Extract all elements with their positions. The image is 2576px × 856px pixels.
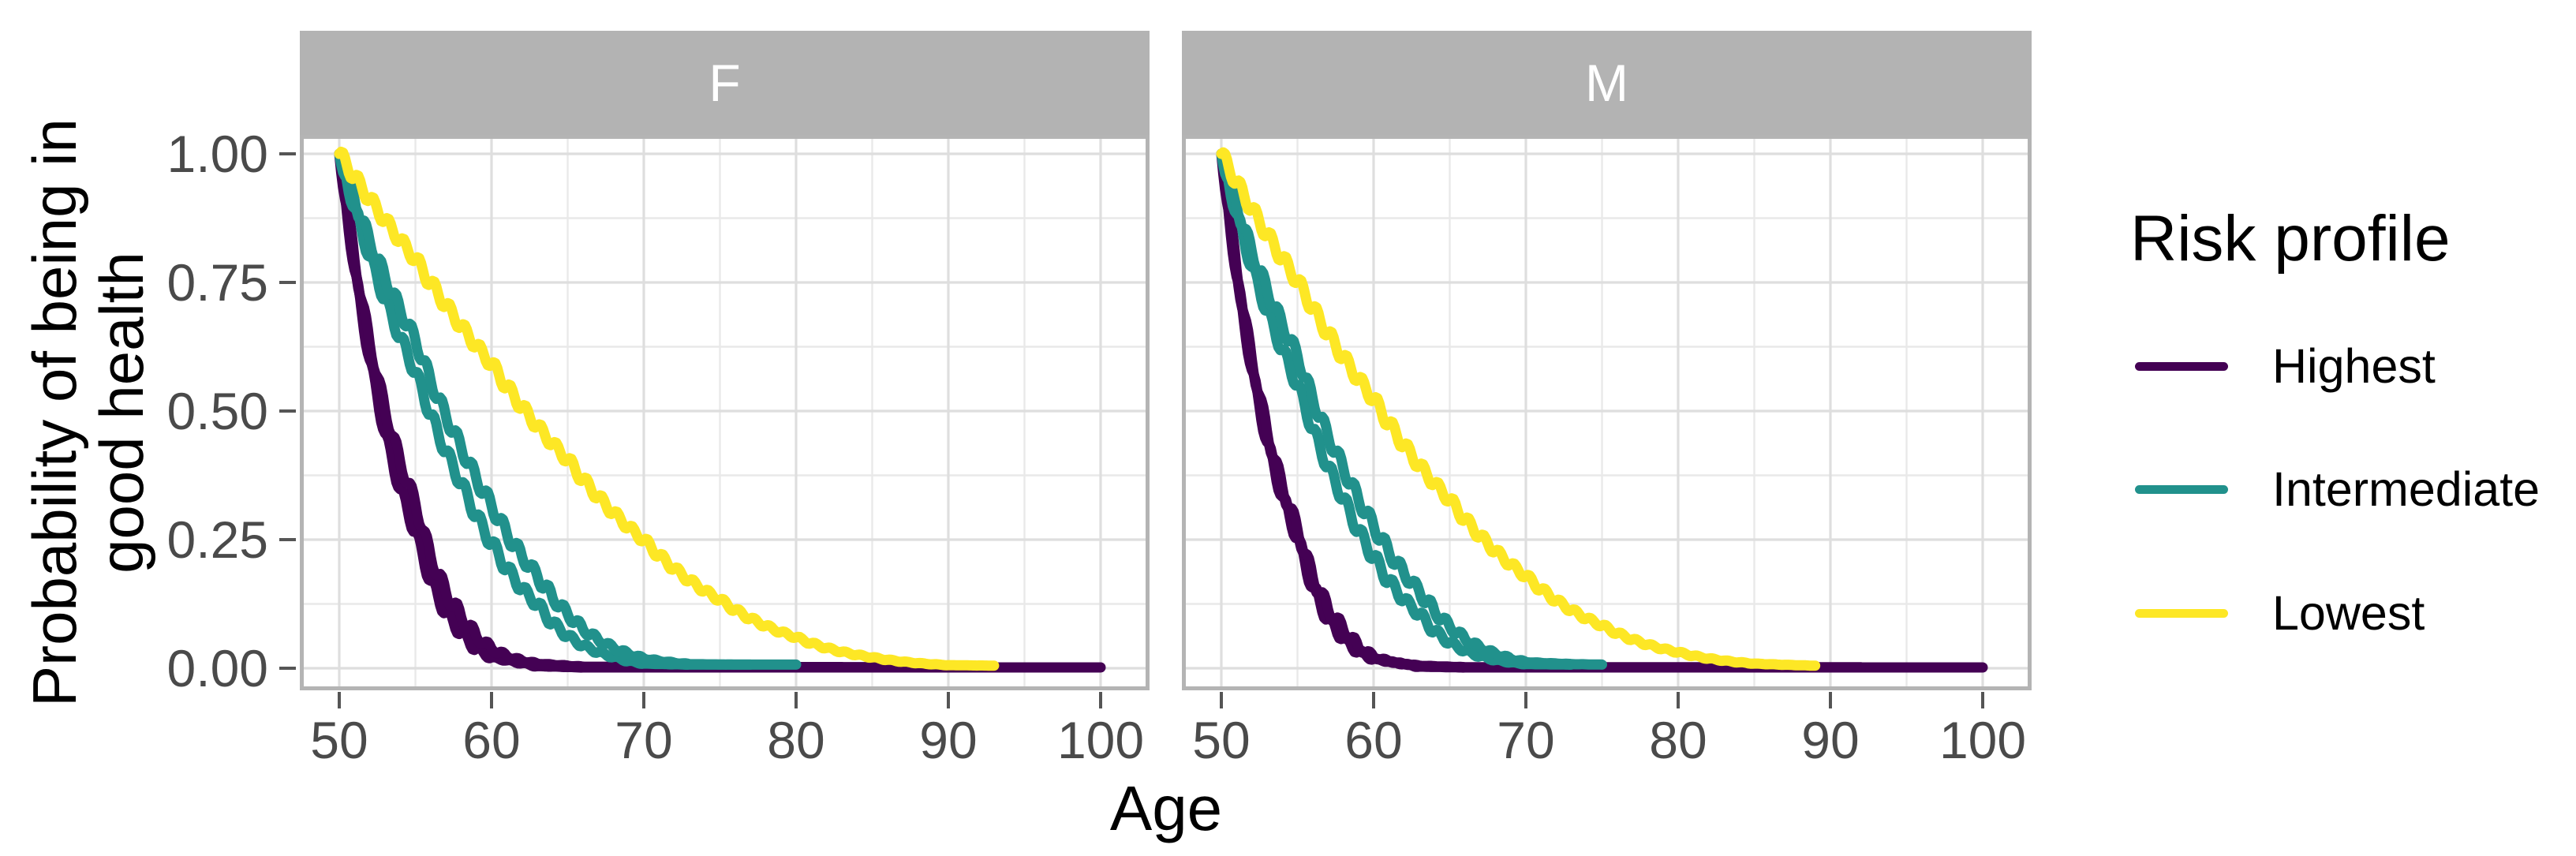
legend-entry-lowest: Lowest: [2135, 581, 2425, 645]
x-tick-mark: [1981, 692, 1984, 708]
legend-entry-highest: Highest: [2135, 335, 2436, 398]
y-tick-label: 0.25: [166, 510, 268, 569]
x-tick-mark: [1524, 692, 1527, 708]
legend-key-lowest: [2135, 608, 2228, 618]
curve-m-lowest: [1216, 147, 1821, 671]
panel-f: [300, 135, 1150, 690]
facet-strip-f: F: [300, 31, 1150, 135]
x-tick-label: 60: [462, 711, 521, 769]
x-tick-label: 70: [1497, 711, 1555, 769]
y-tick-mark: [279, 281, 296, 284]
facet-strip-m: M: [1182, 31, 2032, 135]
legend-label-lowest: Lowest: [2272, 585, 2425, 640]
x-tick-mark: [1372, 692, 1375, 708]
x-tick-label: 50: [1192, 711, 1251, 769]
x-tick-mark: [338, 692, 341, 708]
panel-border: [300, 135, 1150, 690]
curve-f-highest: [334, 148, 923, 673]
x-axis-title: Age: [1109, 773, 1223, 843]
y-tick-mark: [279, 152, 296, 155]
legend-key-intermediate: [2135, 484, 2228, 494]
x-tick-label: 80: [1649, 711, 1707, 769]
x-tick-mark: [490, 692, 493, 708]
x-tick-label: 70: [615, 711, 673, 769]
y-tick-mark: [279, 667, 296, 670]
y-tick-label: 0.75: [166, 253, 268, 312]
x-tick-mark: [1220, 692, 1223, 708]
y-tick-mark: [279, 409, 296, 413]
curve-f-intermediate: [334, 148, 802, 670]
curve-m-intermediate: [1216, 148, 1607, 670]
x-tick-label: 100: [1939, 711, 2027, 769]
x-tick-label: 50: [310, 711, 368, 769]
x-tick-mark: [947, 692, 950, 708]
y-tick-mark: [279, 538, 296, 541]
x-tick-label: 100: [1056, 711, 1145, 769]
legend-key-highest: [2135, 361, 2228, 371]
panel-m: [1182, 135, 2032, 690]
legend-label-intermediate: Intermediate: [2272, 462, 2540, 516]
x-tick-mark: [1829, 692, 1832, 708]
y-tick-label: 1.00: [166, 125, 268, 183]
x-tick-label: 60: [1344, 711, 1403, 769]
facet-strip-m-label: M: [1585, 54, 1628, 112]
x-tick-mark: [1677, 692, 1680, 708]
legend-label-highest: Highest: [2272, 338, 2436, 393]
x-tick-label: 90: [1801, 711, 1860, 769]
curve-f-lowest: [334, 147, 1000, 671]
x-tick-label: 90: [919, 711, 978, 769]
y-tick-label: 0.00: [166, 639, 268, 697]
legend-entry-intermediate: Intermediate: [2135, 458, 2540, 521]
x-tick-label: 80: [767, 711, 825, 769]
panel-border: [1182, 135, 2032, 690]
x-tick-mark: [642, 692, 645, 708]
x-tick-mark: [1099, 692, 1102, 708]
facet-strip-f-label: F: [708, 54, 741, 112]
legend-title: Risk profile: [2130, 203, 2451, 275]
x-tick-mark: [794, 692, 798, 708]
y-tick-label: 0.50: [166, 382, 268, 440]
